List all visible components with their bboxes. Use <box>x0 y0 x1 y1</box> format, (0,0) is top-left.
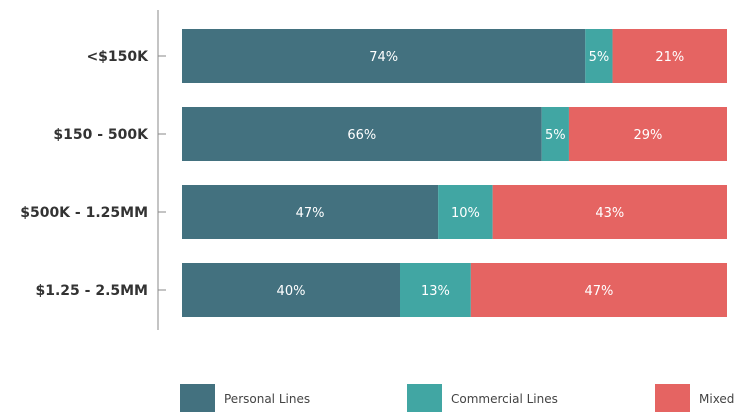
bar-segment-personal-lines <box>182 29 586 83</box>
bar-segment-mixed <box>612 29 727 83</box>
data-label: 43% <box>595 206 624 221</box>
bar-segment-personal-lines <box>182 185 439 239</box>
legend-label: Commercial Lines <box>451 392 558 406</box>
category-label: $500K - 1.25MM <box>20 205 148 221</box>
category-label: $150 - 500K <box>53 127 149 143</box>
data-label: 10% <box>451 206 480 221</box>
legend-swatch-mixed <box>655 384 690 412</box>
segment-labels: 74% 5% 21% 66% 5% 29% 47% 10% 43% 40% 13% 47% <box>277 50 685 299</box>
bar-segment-mixed <box>492 185 727 239</box>
bar-segment-commercial-lines <box>438 185 493 239</box>
legend: Personal Lines Commercial Lines Mixed <box>180 384 734 412</box>
data-label: 66% <box>347 128 376 143</box>
category-label: <$150K <box>86 49 149 65</box>
bar-segment-commercial-lines <box>400 263 471 317</box>
data-label: 5% <box>589 50 610 65</box>
legend-swatch-personal-lines <box>180 384 215 412</box>
category-labels: <$150K $150 - 500K $500K - 1.25MM $1.25 - 2… <box>20 49 149 299</box>
data-label: 21% <box>655 50 684 65</box>
bar-segment-mixed <box>470 263 727 317</box>
data-label: 5% <box>545 128 566 143</box>
data-label: 47% <box>296 206 325 221</box>
bar-segment-personal-lines <box>182 107 542 161</box>
data-label: 74% <box>369 50 398 65</box>
data-label: 13% <box>421 284 450 299</box>
data-label: 29% <box>634 128 663 143</box>
legend-label: Mixed <box>699 392 734 406</box>
bar-segment-personal-lines <box>182 263 400 317</box>
category-ticks <box>158 55 166 291</box>
bar-segment-commercial-lines <box>585 29 613 83</box>
bar-segment-commercial-lines <box>541 107 569 161</box>
legend-label: Personal Lines <box>224 392 310 406</box>
legend-swatch-commercial-lines <box>407 384 442 412</box>
bars <box>182 29 727 317</box>
data-label: 47% <box>584 284 613 299</box>
bar-segment-mixed <box>568 107 727 161</box>
data-label: 40% <box>277 284 306 299</box>
category-label: $1.25 - 2.5MM <box>35 283 148 299</box>
